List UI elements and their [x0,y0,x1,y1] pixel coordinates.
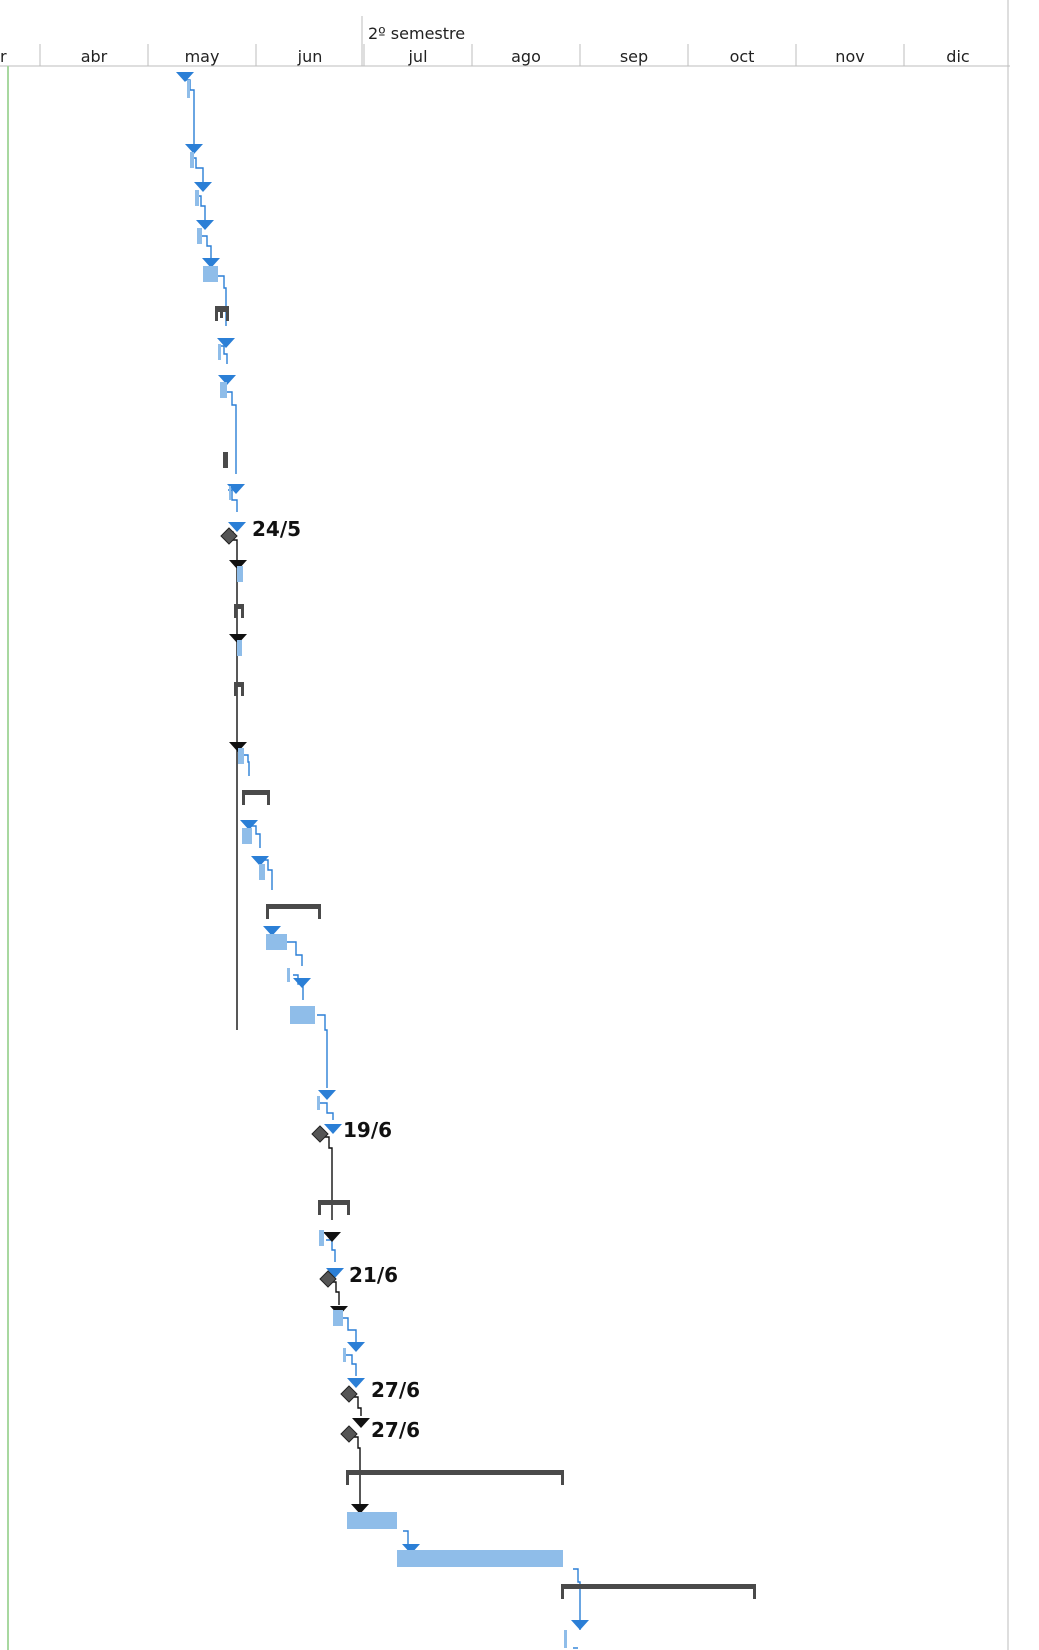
task-bar[interactable] [290,1006,315,1024]
arrowhead [229,560,247,570]
summary-bar[interactable] [215,306,229,321]
milestone-label: 27/6 [371,1418,420,1442]
milestone-24-5[interactable]: 24/5 [220,517,301,545]
milestone-21-6[interactable]: 21/6 [319,1263,398,1288]
arrowhead [196,220,214,230]
task-bar[interactable] [190,152,194,168]
milestone-27-6-b[interactable]: 27/6 [340,1418,420,1443]
arrowhead [229,634,247,644]
task-bar[interactable] [195,190,199,206]
arrowhead [347,1342,365,1352]
arrowhead [217,338,235,348]
month-label-nov: nov [835,47,864,66]
task-bar[interactable] [347,1512,397,1529]
milestones[interactable]: 24/5 19/6 21/6 27/6 27/6 [220,517,420,1443]
month-label-mar: r [0,47,7,66]
summary-bar[interactable] [234,682,244,696]
summary-bar[interactable] [346,1470,564,1485]
summary-bars[interactable] [215,306,756,1599]
month-label-dic: dic [946,47,969,66]
arrowhead [323,1232,341,1242]
task-bar[interactable] [203,266,218,282]
milestone-label: 21/6 [349,1263,398,1287]
arrowhead [240,820,258,830]
task-bar[interactable] [218,344,221,360]
milestone-label: 19/6 [343,1118,392,1142]
arrowhead [185,144,203,154]
arrowhead [218,375,236,385]
summary-bar[interactable] [242,790,270,805]
month-label-jul: jul [407,47,427,66]
task-bar[interactable] [317,1096,320,1110]
task-bar[interactable] [197,228,202,244]
milestone-diamond[interactable] [311,1125,329,1143]
task-bar[interactable] [237,566,243,582]
arrowhead [571,1620,589,1630]
arrowhead [229,742,247,752]
milestone-diamond[interactable] [220,527,238,545]
milestone-27-6-a[interactable]: 27/6 [340,1378,420,1403]
arrowhead [402,1544,420,1554]
task-bar[interactable] [229,486,231,500]
task-bar[interactable] [343,1348,346,1362]
month-labels: r abr may jun jul ago sep oct nov dic [0,47,970,66]
arrowhead [352,1418,370,1428]
arrowhead [324,1124,342,1134]
summary-bar[interactable] [223,452,228,468]
arrowhead [318,1090,336,1100]
milestone-diamond[interactable] [340,1425,358,1443]
task-bar[interactable] [238,748,244,764]
milestone-19-6[interactable]: 19/6 [311,1118,392,1143]
arrowhead [251,856,269,866]
task-bar[interactable] [187,80,190,98]
summary-bar[interactable] [318,1200,350,1215]
task-bar[interactable] [333,1310,343,1326]
dependency-links [185,79,581,1649]
arrowhead [228,522,246,532]
month-label-oct: oct [730,47,755,66]
month-label-ago: ago [511,47,541,66]
task-bar[interactable] [237,640,242,656]
semester-label: 2º semestre [368,24,465,43]
arrowhead [194,182,212,192]
arrowhead [227,484,245,494]
summary-bar[interactable] [561,1584,756,1599]
timescale-header: 2º semestre [0,0,1010,1650]
arrowhead [176,72,194,82]
task-bar[interactable] [220,382,227,398]
month-label-sep: sep [620,47,648,66]
arrowhead [202,258,220,268]
task-bar[interactable] [242,828,252,844]
task-bar[interactable] [266,934,287,950]
milestone-diamond[interactable] [340,1385,358,1403]
arrowhead [293,978,311,988]
task-bar[interactable] [259,864,265,880]
link-arrowheads [176,72,589,1630]
month-ticks [39,44,905,66]
task-bar[interactable] [564,1630,567,1648]
task-bars[interactable] [187,80,567,1648]
summary-bar[interactable] [234,604,244,618]
task-bar[interactable] [319,1230,324,1246]
task-bar[interactable] [287,968,290,982]
milestone-label: 27/6 [371,1378,420,1402]
arrowhead [326,1268,344,1278]
month-label-may: may [185,47,220,66]
summary-bar[interactable] [266,904,321,919]
milestone-label: 24/5 [252,517,301,541]
arrowhead [347,1378,365,1388]
task-bar[interactable] [397,1550,563,1567]
month-label-abr: abr [81,47,108,66]
month-label-jun: jun [297,47,323,66]
arrowhead [263,926,281,936]
milestone-diamond[interactable] [319,1270,337,1288]
arrowhead [351,1504,369,1514]
